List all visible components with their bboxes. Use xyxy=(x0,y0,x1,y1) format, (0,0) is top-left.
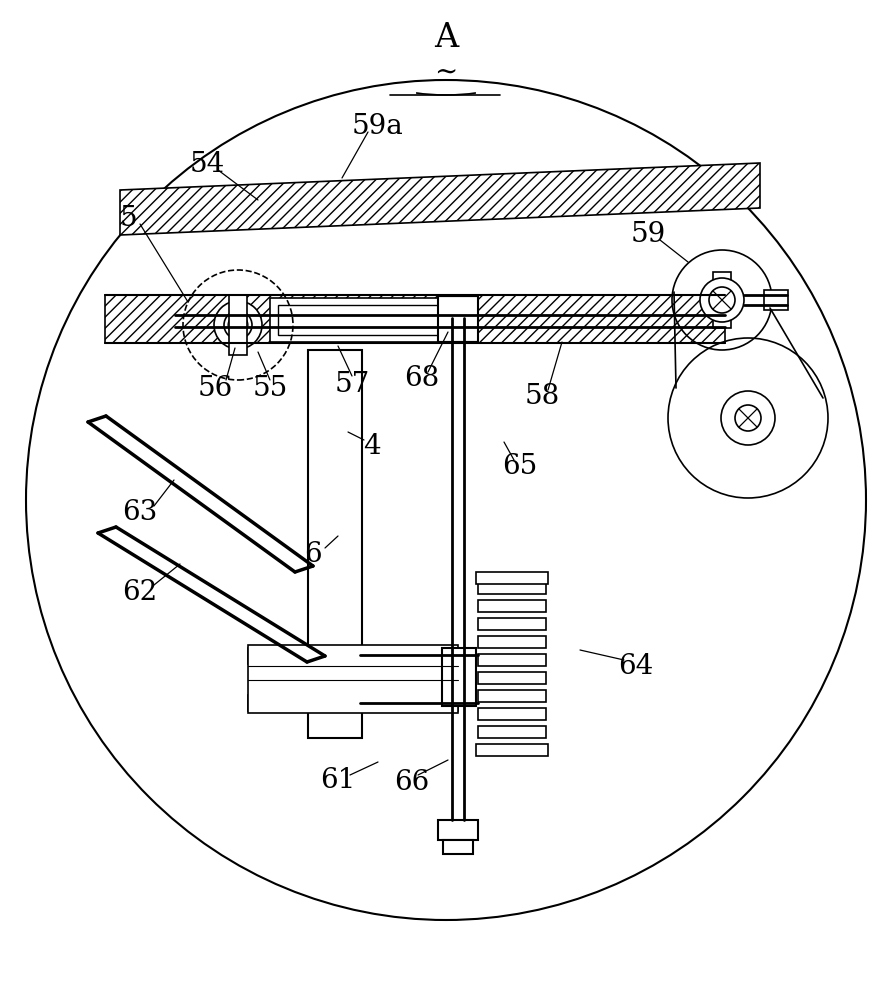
Bar xyxy=(438,820,478,840)
Bar xyxy=(308,350,362,738)
Bar xyxy=(278,305,447,335)
Text: 54: 54 xyxy=(189,150,225,178)
Bar xyxy=(105,295,725,343)
Bar xyxy=(229,295,247,355)
Text: 56: 56 xyxy=(197,374,233,401)
Text: 58: 58 xyxy=(524,382,559,410)
Bar xyxy=(478,690,546,702)
Bar xyxy=(478,600,546,612)
Text: 59a: 59a xyxy=(352,112,404,139)
Bar xyxy=(713,272,731,328)
Circle shape xyxy=(721,391,775,445)
Bar xyxy=(478,618,546,630)
Text: 55: 55 xyxy=(252,374,287,401)
Bar xyxy=(476,572,548,584)
Bar xyxy=(438,296,478,342)
Text: 4: 4 xyxy=(363,432,381,460)
Polygon shape xyxy=(120,163,760,235)
Text: 62: 62 xyxy=(122,578,158,605)
Bar xyxy=(478,672,546,684)
Text: 63: 63 xyxy=(122,498,158,526)
Bar xyxy=(478,636,546,648)
Bar xyxy=(270,298,455,342)
Text: ∼: ∼ xyxy=(434,58,458,86)
Bar xyxy=(478,708,546,720)
Text: 6: 6 xyxy=(304,540,322,568)
Bar xyxy=(478,582,546,594)
Bar xyxy=(764,290,788,310)
Bar xyxy=(443,840,473,854)
Text: 59: 59 xyxy=(631,221,665,247)
Text: 64: 64 xyxy=(618,652,654,680)
Bar xyxy=(478,726,546,738)
Circle shape xyxy=(214,301,262,349)
Circle shape xyxy=(224,311,252,339)
Text: 68: 68 xyxy=(404,364,440,391)
Text: A: A xyxy=(434,22,458,54)
Bar xyxy=(442,648,476,706)
Text: 65: 65 xyxy=(502,452,538,480)
Bar xyxy=(248,695,458,711)
Bar xyxy=(248,648,458,664)
Text: 5: 5 xyxy=(120,205,136,232)
Text: 57: 57 xyxy=(334,370,369,397)
Bar xyxy=(476,744,548,756)
Bar xyxy=(248,645,458,713)
Bar xyxy=(478,654,546,666)
Text: 66: 66 xyxy=(394,768,430,796)
Text: 61: 61 xyxy=(320,766,356,794)
Circle shape xyxy=(700,278,744,322)
